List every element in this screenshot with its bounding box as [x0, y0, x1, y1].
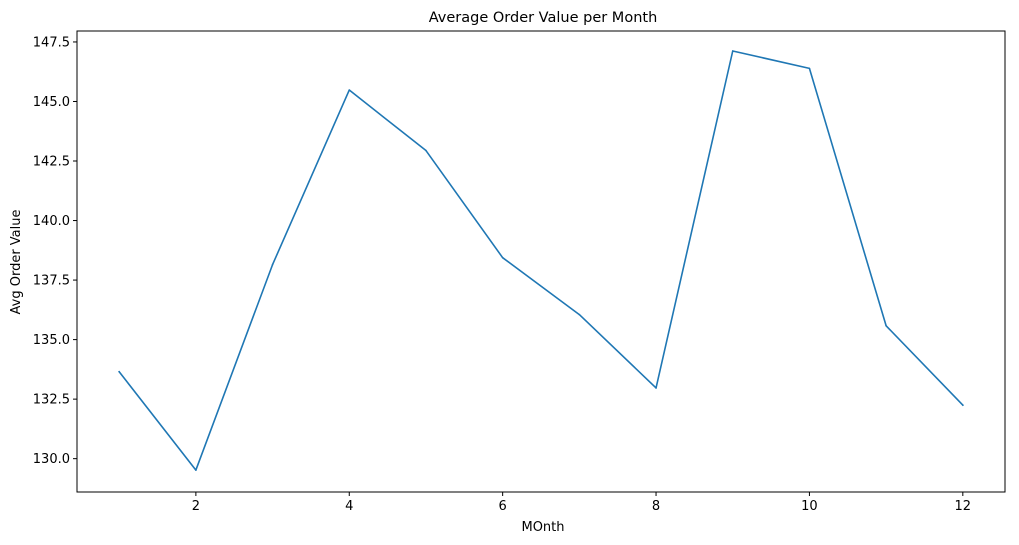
- data-point: [348, 89, 351, 91]
- x-tick-label: 2: [192, 499, 200, 514]
- plot-area: 130.0 132.5 135.0 137.5 140.0 142.5 145.0 147.5…: [33, 30, 1006, 514]
- y-tick-label: 142.5: [33, 155, 70, 170]
- data-point: [118, 370, 120, 373]
- data-point: [962, 404, 964, 406]
- data-point: [808, 67, 811, 70]
- x-tick-label: 12: [955, 499, 972, 514]
- x-tick-label: 6: [499, 499, 507, 514]
- data-point: [271, 263, 274, 266]
- data-point: [655, 387, 657, 389]
- y-tick-label: 147.5: [33, 35, 70, 50]
- data-point: [578, 313, 581, 316]
- y-tick-label: 137.5: [33, 274, 70, 289]
- data-point: [731, 50, 734, 52]
- y-axis-label: Avg Order Value: [9, 210, 24, 315]
- x-axis-ticks: 2 4 6 8 10 12: [192, 492, 971, 514]
- data-points: [118, 50, 964, 471]
- y-tick-label: 132.5: [33, 393, 70, 408]
- y-axis-ticks: 130.0 132.5 135.0 137.5 140.0 142.5 145.0 147.5: [33, 35, 77, 467]
- x-tick-label: 10: [801, 499, 818, 514]
- x-tick-label: 8: [652, 499, 660, 514]
- data-point: [425, 149, 427, 152]
- y-tick-label: 130.0: [33, 452, 70, 467]
- data-point: [885, 324, 887, 327]
- y-tick-label: 140.0: [33, 214, 70, 229]
- x-axis-label: MOnth: [521, 520, 564, 535]
- series-line: [118, 50, 964, 471]
- y-tick-label: 135.0: [33, 333, 70, 348]
- x-tick-label: 4: [345, 499, 353, 514]
- chart-title: Average Order Value per Month: [429, 10, 658, 26]
- plot-frame: [76, 30, 1006, 493]
- y-tick-label: 145.0: [33, 95, 70, 110]
- data-point: [501, 256, 504, 259]
- data-point: [195, 469, 197, 471]
